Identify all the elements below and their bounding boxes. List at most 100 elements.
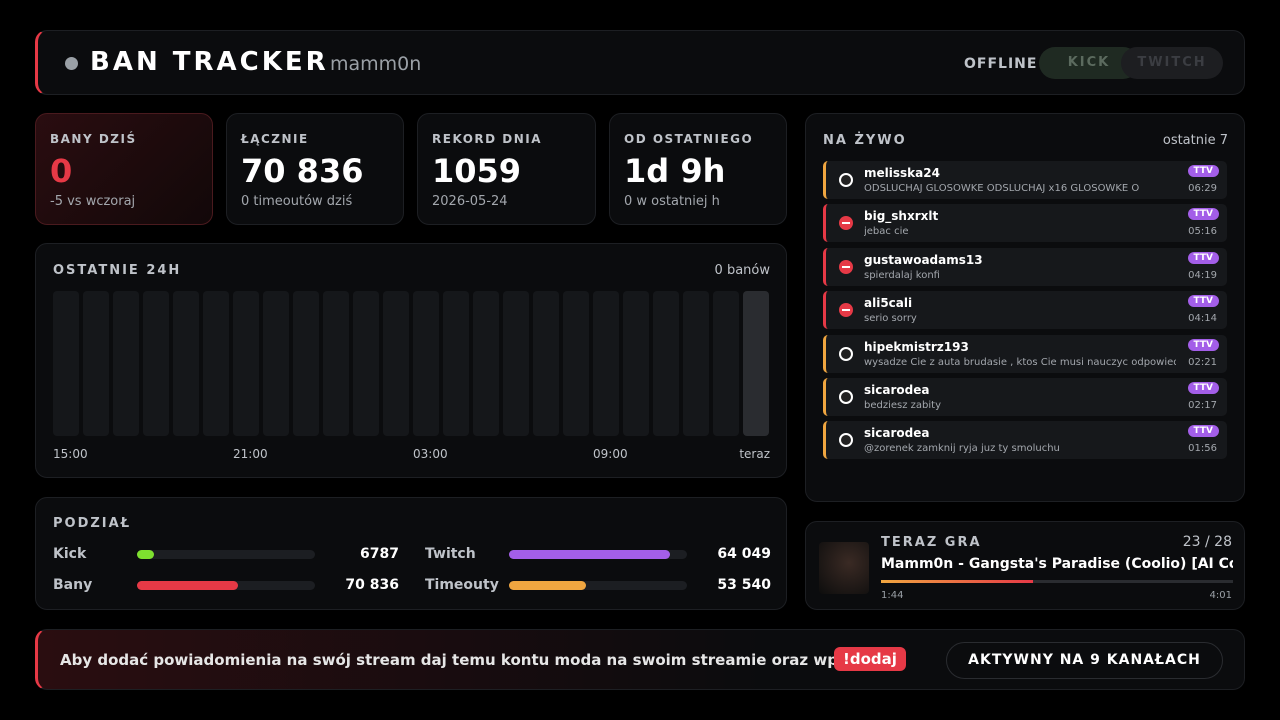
title: BAN TRACKER <box>90 47 329 77</box>
x-label: 15:00 <box>53 447 88 461</box>
hour-track <box>563 291 589 436</box>
split-bar <box>509 581 586 590</box>
song-track <box>881 580 1233 583</box>
feed-user: sicarodea <box>864 383 930 397</box>
chart-summary: 0 banów <box>714 263 770 278</box>
hour-track <box>473 291 499 436</box>
feed-item: big_shxrxlt jebac cie TTV 05:16 <box>823 204 1227 243</box>
feed-icon <box>839 390 853 404</box>
split-track <box>509 550 687 559</box>
split-label: Twitch <box>425 546 476 562</box>
split-bar <box>137 581 239 590</box>
command: !dodaj <box>834 647 906 671</box>
x-label: 03:00 <box>413 447 448 461</box>
platform-badge: TTV <box>1187 295 1219 308</box>
hour-track <box>323 291 349 436</box>
stat-label: REKORD DNIA <box>432 132 543 146</box>
stat-note: 2026-05-24 <box>432 194 508 209</box>
feed-item: sicarodea @zorenek zamknij ryja juz ty sm… <box>823 421 1227 460</box>
stat-note: 0 w ostatniej h <box>624 194 720 209</box>
split-track <box>137 581 315 590</box>
hour-track <box>413 291 439 436</box>
feed-user: gustawoadams13 <box>864 252 983 267</box>
feed-message: jebac cie <box>864 226 909 238</box>
x-label: 21:00 <box>233 447 268 461</box>
header: BAN TRACKER mamm0n OFFLINE KICK TWITCH <box>35 30 1245 95</box>
hour-track <box>233 291 259 436</box>
channels-button[interactable]: AKTYWNY NA 9 KANAŁACH <box>946 642 1223 679</box>
feed-icon <box>839 216 853 231</box>
song-title: Mamm0n - Gangsta's Paradise (Coolio) [AI… <box>881 556 1233 572</box>
stat-label: ŁĄCZNIE <box>241 132 309 146</box>
hour-track <box>83 291 109 436</box>
footer: Aby dodać powiadomienia na swój stream d… <box>35 629 1245 690</box>
stat-value: 1059 <box>432 152 522 190</box>
feed-item: hipekmistrz193 wysadze Cie z auta brudasi… <box>823 334 1227 373</box>
twitch-button[interactable]: TWITCH <box>1121 47 1223 79</box>
feed-icon <box>839 259 853 274</box>
live-feed: NA ŻYWO ostatnie 7 melisska24 ODSLUCHAJ G… <box>805 113 1245 502</box>
hour-track <box>713 291 739 436</box>
x-label: 09:00 <box>593 447 628 461</box>
split-label: Bany <box>53 577 93 593</box>
feed-item: sicarodea bedziesz zabity TTV 02:17 <box>823 378 1227 416</box>
hour-track <box>53 291 79 436</box>
stat-value: 0 <box>50 152 73 190</box>
stat-card: REKORD DNIA 1059 2026-05-24 <box>417 113 596 225</box>
feed-message: spierdalaj konfi <box>864 269 940 281</box>
hour-track <box>683 291 709 436</box>
np-title: TERAZ GRA <box>881 535 982 550</box>
hour-track <box>383 291 409 436</box>
hourly-chart: OSTATNIE 24H 0 banów 15:00 21:00 03:00 09:0… <box>35 243 787 478</box>
feed-time: 05:16 <box>1188 226 1217 238</box>
split-value: 6787 <box>360 546 399 562</box>
live-subtitle: ostatnie 7 <box>1162 133 1228 148</box>
feed-user: melisska24 <box>864 166 940 180</box>
feed-message: @zorenek zamknij ryja juz ty smoluchu <box>864 443 1060 455</box>
feed-user: ali5cali <box>864 296 913 311</box>
hour-track <box>113 291 139 436</box>
hour-track <box>263 291 289 436</box>
x-label: teraz <box>739 447 770 461</box>
split-track <box>137 550 315 559</box>
hour-track <box>293 291 319 436</box>
split-bar <box>137 550 155 559</box>
split-value: 53 540 <box>717 577 771 593</box>
hour-track <box>623 291 649 436</box>
stat-note: -5 vs wczoraj <box>50 194 136 209</box>
elapsed: 1:44 <box>881 590 904 601</box>
stat-value: 1d 9h <box>624 152 726 190</box>
split-card: PODZIAŁ Kick 6787 Twitch 64 049 Bany 70 836 Ti… <box>35 497 787 610</box>
now-playing: TERAZ GRA 23 / 28 Mamm0n - Gangsta's Par… <box>805 521 1245 610</box>
split-title: PODZIAŁ <box>53 516 132 531</box>
feed-time: 04:14 <box>1188 313 1217 325</box>
stat-card: ŁĄCZNIE 70 836 0 timeoutów dziś <box>226 113 404 225</box>
hour-track <box>443 291 469 436</box>
stat-label: OD OSTATNIEGO <box>624 132 754 146</box>
feed-item: melisska24 ODSLUCHAJ GLOSOWKE ODSLUCHAJ x… <box>823 161 1227 199</box>
feed-user: sicarodea <box>864 426 930 441</box>
hour-track <box>653 291 679 436</box>
feed-item: ali5cali serio sorry TTV 04:14 <box>823 291 1227 330</box>
split-track <box>509 581 687 590</box>
hour-track <box>203 291 229 436</box>
feed-item: gustawoadams13 spierdalaj konfi TTV 04:19 <box>823 247 1227 286</box>
status-dot <box>65 57 78 70</box>
feed-user: hipekmistrz193 <box>864 339 969 354</box>
feed-time: 06:29 <box>1188 183 1217 194</box>
feed-user: big_shxrxlt <box>864 209 939 224</box>
split-bar <box>509 550 670 559</box>
stat-value: 70 836 <box>241 152 364 190</box>
feed-time: 02:21 <box>1188 356 1217 368</box>
hour-track <box>743 291 769 436</box>
platform-badge: TTV <box>1187 165 1219 177</box>
feed-icon <box>839 433 853 448</box>
hour-track <box>353 291 379 436</box>
feed-time: 02:17 <box>1188 400 1217 411</box>
platform-badge: TTV <box>1187 425 1219 438</box>
status: OFFLINE <box>964 56 1038 72</box>
split-label: Timeouty <box>425 577 499 593</box>
platform-badge: TTV <box>1187 382 1219 394</box>
live-title: NA ŻYWO <box>823 133 907 148</box>
